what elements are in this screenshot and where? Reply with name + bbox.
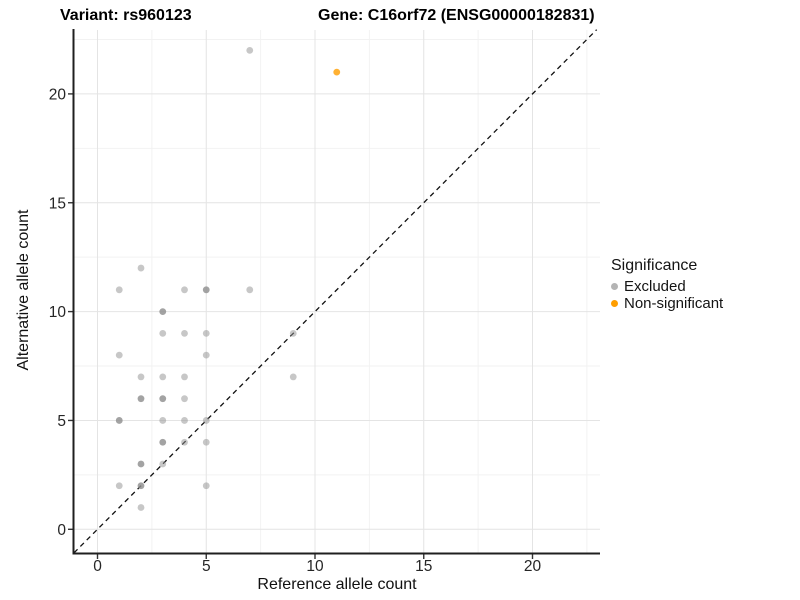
legend-item-excluded: Excluded: [611, 278, 797, 295]
y-tick-label: 15: [49, 195, 66, 212]
data-point-non-significant: [333, 68, 341, 76]
data-point-excluded: [159, 329, 167, 337]
x-tick-label: 15: [415, 558, 432, 575]
y-tick-label: 5: [57, 413, 66, 430]
data-point-excluded: [159, 395, 167, 403]
data-point-excluded: [181, 286, 188, 294]
data-point-excluded: [115, 286, 123, 294]
x-tick-label: 10: [306, 558, 324, 575]
y-tick-label: 0: [57, 522, 66, 539]
data-point-excluded: [289, 373, 297, 381]
data-point-excluded: [159, 308, 167, 315]
data-point-excluded: [159, 438, 167, 446]
data-point-excluded: [137, 395, 145, 403]
y-axis-label: Alternative allele count: [15, 209, 32, 371]
data-point-excluded: [181, 395, 188, 403]
legend-item-label: Non-significant: [624, 295, 724, 312]
excluded-dot-icon: [611, 283, 618, 290]
legend-item-non-significant: Non-significant: [611, 295, 797, 312]
data-point-excluded: [181, 438, 188, 446]
data-point-excluded: [202, 482, 210, 490]
data-point-excluded: [137, 482, 145, 490]
data-point-excluded: [289, 329, 297, 337]
data-point-excluded: [202, 351, 210, 359]
identity-dashed-line: [73, 29, 598, 554]
data-point-excluded: [202, 438, 210, 446]
data-point-excluded: [202, 417, 210, 424]
gene-title: Gene: C16orf72 (ENSG00000182831): [318, 7, 595, 24]
non-significant-dot-icon: [611, 300, 618, 307]
data-point-excluded: [137, 504, 145, 511]
data-point-excluded: [246, 46, 254, 54]
data-point-excluded: [137, 460, 145, 468]
x-axis-label: Reference allele count: [257, 576, 417, 593]
data-point-excluded: [159, 460, 167, 468]
data-point-excluded: [115, 417, 123, 424]
legend: Significance Excluded Non-significant: [611, 257, 797, 312]
legend-item-label: Excluded: [624, 278, 686, 295]
x-tick-label: 0: [93, 558, 102, 575]
data-point-excluded: [202, 286, 210, 294]
data-point-excluded: [181, 417, 188, 424]
data-point-excluded: [115, 482, 123, 490]
data-point-excluded: [137, 373, 145, 381]
y-tick-label: 20: [49, 86, 67, 103]
y-tick-label: 10: [49, 304, 67, 321]
data-point-excluded: [159, 373, 167, 381]
data-point-excluded: [137, 264, 145, 272]
variant-title: Variant: rs960123: [60, 7, 192, 24]
x-tick-label: 5: [202, 558, 211, 575]
data-point-excluded: [202, 329, 210, 337]
data-point-excluded: [181, 329, 188, 337]
data-point-excluded: [246, 286, 254, 294]
data-point-excluded: [181, 373, 188, 381]
data-point-excluded: [159, 417, 167, 424]
legend-title: Significance: [611, 257, 698, 274]
data-point-excluded: [115, 351, 123, 359]
x-tick-label: 20: [524, 558, 542, 575]
